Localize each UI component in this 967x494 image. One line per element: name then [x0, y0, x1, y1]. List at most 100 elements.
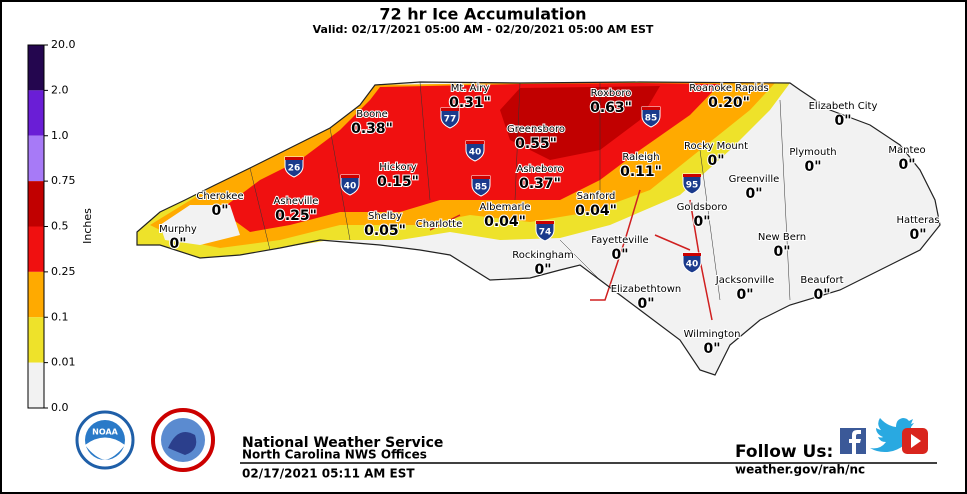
- legend-swatch: [28, 135, 44, 182]
- legend-swatch: [28, 45, 44, 91]
- city-name: Rocky Mount: [684, 141, 748, 152]
- follow-us: Follow Us:: [735, 442, 833, 462]
- city-name: Jacksonville: [715, 275, 774, 286]
- ice-amount: 0": [211, 203, 228, 219]
- legend: 20.0 2.0 1.0 0.75 0.5 0.25 0.1 0.01 0.0: [27, 38, 76, 414]
- ice-amount: 0.05": [364, 223, 406, 239]
- ice-amount: 0.63": [590, 100, 632, 116]
- interstate-number: 85: [645, 114, 658, 124]
- city-name: Raleigh: [622, 152, 659, 163]
- legend-label: Inches: [81, 208, 94, 244]
- ice-amount: 0": [773, 244, 790, 260]
- city-name: Hatteras: [896, 215, 939, 226]
- interstate-number: 95: [686, 181, 699, 191]
- ice-amount: 0": [909, 227, 926, 243]
- ice-amount: 0.25": [275, 208, 317, 224]
- issued: 02/17/2021 05:11 AM EST: [242, 467, 415, 481]
- city-name: Albemarle: [479, 202, 530, 213]
- city-name: Greensboro: [507, 124, 565, 135]
- city-name: Plymouth: [789, 147, 836, 158]
- city-name: Elizabeth City: [809, 101, 878, 112]
- legend-tick-label: 0.1: [51, 310, 69, 323]
- interstate-band: [472, 176, 490, 179]
- legend-tick-label: 2.0: [51, 83, 69, 96]
- ice-zone: [160, 205, 240, 245]
- ice-amount: 0": [813, 287, 830, 303]
- ice-amount: 0": [898, 157, 915, 173]
- city-name: Roxboro: [591, 88, 632, 99]
- url: weather.gov/rah/nc: [735, 463, 865, 477]
- legend-swatch: [28, 90, 44, 136]
- interstate-shield: [641, 106, 661, 128]
- city-name: Mt. Airy: [451, 83, 490, 94]
- ice-amount: 0.04": [575, 203, 617, 219]
- interstate-shield: [465, 140, 485, 162]
- legend-swatch: [28, 271, 44, 318]
- youtube-icon[interactable]: [902, 428, 928, 454]
- interstate-shield: [284, 156, 304, 178]
- interstate-number: 26: [288, 164, 301, 174]
- ice-amount: 0.37": [519, 176, 561, 192]
- offices: North Carolina NWS Offices: [242, 448, 427, 462]
- legend-tick-label: 0.25: [51, 265, 76, 278]
- ice-amount: 0": [611, 247, 628, 263]
- interstate-band: [285, 157, 303, 160]
- ice-amount: 0": [745, 186, 762, 202]
- interstate-number: 77: [444, 115, 457, 125]
- city-name: Elizabethtown: [611, 284, 682, 295]
- ice-amount: 0": [637, 296, 654, 312]
- ice-amount: 0": [707, 153, 724, 169]
- city-name: Asheville: [274, 196, 319, 207]
- city-name: Cherokee: [196, 191, 243, 202]
- city-name: Shelby: [368, 211, 402, 222]
- legend-tick-label: 20.0: [51, 38, 76, 51]
- facebook-icon[interactable]: [840, 428, 866, 454]
- interstate-number: 40: [686, 260, 699, 270]
- legend-swatch: [28, 317, 44, 363]
- valid-time: Valid: 02/17/2021 05:00 AM - 02/20/2021 …: [313, 23, 654, 36]
- legend-swatch: [28, 362, 44, 408]
- state-outline: [136, 81, 941, 376]
- interstate-band: [683, 253, 701, 256]
- city-name: Asheboro: [516, 164, 563, 175]
- interstate-number: 40: [469, 148, 482, 158]
- interstate-band: [441, 108, 459, 111]
- city-name: Beaufort: [800, 275, 843, 286]
- city-name: Wilmington: [684, 329, 741, 340]
- ice-amount: 0.20": [708, 95, 750, 111]
- ice-amount: 0": [693, 214, 710, 230]
- ice-amount: 0.04": [484, 214, 526, 230]
- ice-amount: 0": [834, 113, 851, 129]
- legend-tick-label: 1.0: [51, 129, 69, 142]
- interstate-band: [683, 174, 701, 177]
- city-name: Charlotte: [416, 219, 462, 230]
- interstate-number: 40: [344, 182, 357, 192]
- interstate-shield: [535, 220, 555, 242]
- city-name: Boone: [356, 109, 388, 120]
- interstate-shield: [682, 173, 702, 195]
- city-name: Greenville: [729, 174, 780, 185]
- city-name: Fayetteville: [591, 235, 648, 246]
- agency: National Weather Service: [242, 435, 443, 451]
- city-name: Manteo: [888, 145, 925, 156]
- interstate-number: 85: [475, 183, 488, 193]
- interstate-band: [536, 221, 554, 224]
- legend-swatch: [28, 226, 44, 272]
- ice-amount: 0.11": [620, 164, 662, 180]
- interstate-shield: [682, 252, 702, 274]
- ice-amount: 0.55": [515, 136, 557, 152]
- city-name: Hickory: [379, 162, 416, 173]
- interstate-shield: [340, 174, 360, 196]
- legend-tick-label: 0.5: [51, 220, 69, 233]
- interstate-number: 74: [539, 228, 552, 238]
- ice-amount: 0.38": [351, 121, 393, 137]
- legend-tick-label: 0.0: [51, 401, 69, 414]
- city-name: Roanoke Rapids: [689, 83, 769, 94]
- city-name: Rockingham: [512, 250, 574, 261]
- interstate-band: [466, 141, 484, 144]
- ice-amount: 0": [169, 236, 186, 252]
- ice-amount: 0.15": [377, 174, 419, 190]
- ice-amount: 0": [804, 159, 821, 175]
